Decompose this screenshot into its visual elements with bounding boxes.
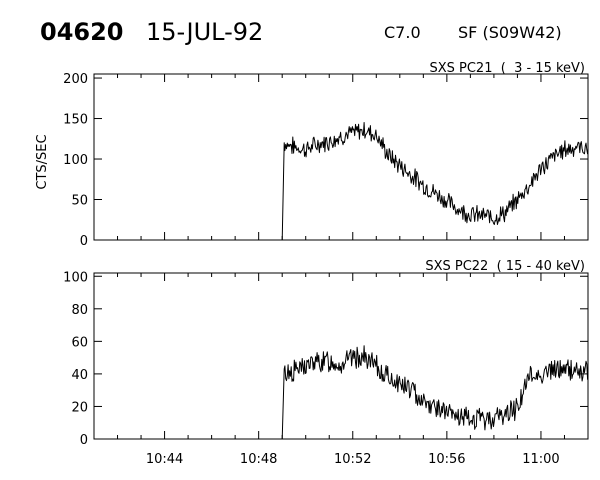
ytick-label: 80 — [71, 303, 88, 318]
panel-pc22: SXS PC22 ( 15 - 40 keV) 0 20 40 60 80 100 10:… — [63, 259, 589, 467]
panel-pc22-label: SXS PC22 ( 15 - 40 keV) — [425, 259, 585, 274]
panel-pc21: SXS PC21 ( 3 - 15 keV) CTS/SEC 0 50 100 150… — [35, 61, 589, 249]
ytick-label: 100 — [63, 270, 88, 285]
ytick-label: 20 — [71, 400, 88, 415]
event-id: 04620 — [40, 18, 124, 46]
panel-pc21-yaxis: 0 50 100 150 200 — [63, 72, 588, 249]
ytick-label: 50 — [71, 194, 88, 209]
panel-pc22-yaxis: 0 20 40 60 80 100 — [63, 270, 588, 448]
xtick-label: 10:48 — [240, 452, 277, 467]
event-date: 15-JUL-92 — [146, 18, 263, 46]
ytick-label: 150 — [63, 113, 88, 128]
ytick-label: 100 — [63, 153, 88, 168]
xtick-label: 10:44 — [146, 452, 183, 467]
panel-pc22-xaxis: 10:44 10:48 10:52 10:56 11:00 — [93, 273, 589, 467]
ytick-label: 0 — [80, 433, 88, 448]
series-pc21-line — [94, 122, 589, 241]
ytick-label: 40 — [71, 368, 88, 383]
xtick-label: 10:56 — [428, 452, 465, 467]
panel-pc21-frame — [93, 73, 589, 241]
xtick-label: 11:00 — [522, 452, 559, 467]
ytick-label: 0 — [80, 234, 88, 249]
ytick-label: 60 — [71, 335, 88, 350]
panel-pc21-xaxis — [93, 74, 589, 240]
ytick-label: 200 — [63, 72, 88, 87]
panel-pc21-label: SXS PC21 ( 3 - 15 keV) — [429, 61, 585, 76]
panel-pc21-ylabel: CTS/SEC — [35, 134, 50, 189]
xtick-label: 10:52 — [334, 452, 371, 467]
panel-pc22-frame — [93, 272, 589, 440]
series-pc22-line — [94, 345, 589, 440]
flare-location: SF (S09W42) — [458, 23, 562, 42]
goes-class: C7.0 — [384, 23, 421, 42]
